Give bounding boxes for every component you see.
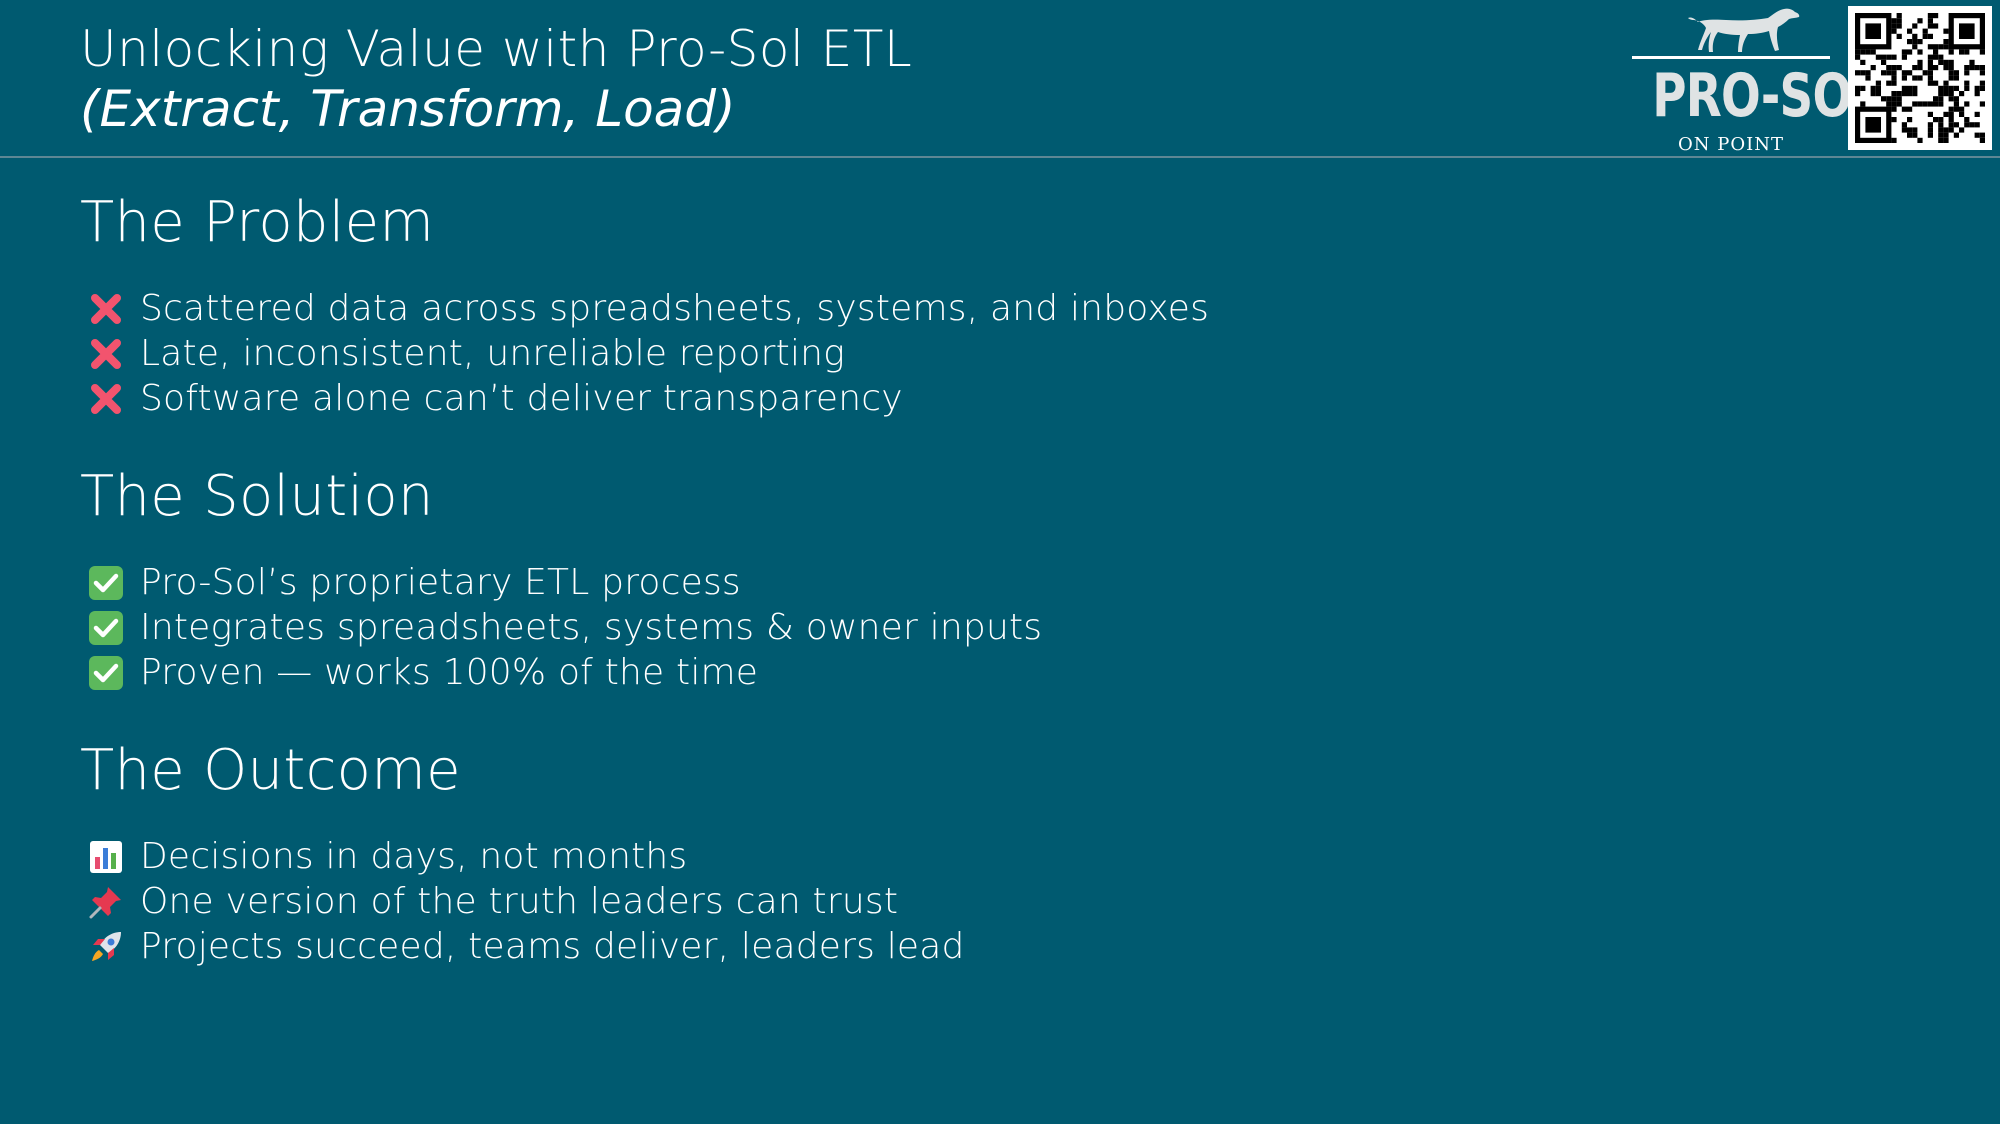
list-item: Proven — works 100% of the time xyxy=(80,650,1580,695)
qr-code-graphic xyxy=(1855,13,1985,143)
list-item-text: One version of the truth leaders can tru… xyxy=(140,881,899,922)
section-heading: The Solution xyxy=(80,464,434,529)
section-heading: The Outcome xyxy=(80,738,461,803)
logo-tagline: ON POINT xyxy=(1678,134,1784,155)
list-item: One version of the truth leaders can tru… xyxy=(80,879,1580,924)
pushpin-icon xyxy=(86,882,126,922)
section-heading: The Problem xyxy=(80,190,435,255)
section-outcome: The Outcome Decisions in days, not month… xyxy=(80,736,1580,969)
list-item-text: Late, inconsistent, unreliable reporting xyxy=(140,333,845,374)
red-cross-icon xyxy=(86,334,126,374)
header-divider xyxy=(0,156,2000,158)
section-problem: The Problem Scattered data across spread… xyxy=(80,188,1580,421)
bar-chart-icon xyxy=(86,837,126,877)
pro-sol-logo: PRO-SOL ON POINT xyxy=(1630,2,1881,155)
list-item-text: Integrates spreadsheets, systems & owner… xyxy=(140,607,1043,648)
section-solution: The Solution Pro-Sol’s proprietary ETL p… xyxy=(80,462,1580,695)
list-item-text: Decisions in days, not months xyxy=(140,836,688,877)
green-check-icon xyxy=(86,563,126,603)
list-item: Projects succeed, teams deliver, leaders… xyxy=(80,924,1580,969)
rocket-icon xyxy=(86,927,126,967)
bullet-list: Scattered data across spreadsheets, syst… xyxy=(80,286,1580,421)
bullet-list: Pro-Sol’s proprietary ETL process Integr… xyxy=(80,560,1580,695)
slide-title: Unlocking Value with Pro-Sol ETL xyxy=(80,20,913,78)
logo-rule xyxy=(1632,56,1830,59)
list-item: Scattered data across spreadsheets, syst… xyxy=(80,286,1580,331)
pointer-dog-icon xyxy=(1688,8,1800,52)
list-item: Integrates spreadsheets, systems & owner… xyxy=(80,605,1580,650)
bullet-list: Decisions in days, not months One versio… xyxy=(80,834,1580,969)
green-check-icon xyxy=(86,653,126,693)
red-cross-icon xyxy=(86,379,126,419)
logo-name: PRO-SOL xyxy=(1652,61,1881,131)
list-item: Decisions in days, not months xyxy=(80,834,1580,879)
qr-code-icon xyxy=(1848,6,1992,150)
list-item-text: Proven — works 100% of the time xyxy=(140,652,759,693)
list-item-text: Pro-Sol’s proprietary ETL process xyxy=(140,562,741,603)
list-item-text: Software alone can’t deliver transparenc… xyxy=(140,378,903,419)
slide-subtitle: (Extract, Transform, Load) xyxy=(80,80,736,138)
red-cross-icon xyxy=(86,289,126,329)
title-block: Unlocking Value with Pro-Sol ETL (Extrac… xyxy=(80,18,1580,138)
list-item-text: Projects succeed, teams deliver, leaders… xyxy=(140,926,965,967)
list-item: Late, inconsistent, unreliable reporting xyxy=(80,331,1580,376)
list-item: Software alone can’t deliver transparenc… xyxy=(80,376,1580,421)
list-item-text: Scattered data across spreadsheets, syst… xyxy=(140,288,1210,329)
list-item: Pro-Sol’s proprietary ETL process xyxy=(80,560,1580,605)
green-check-icon xyxy=(86,608,126,648)
